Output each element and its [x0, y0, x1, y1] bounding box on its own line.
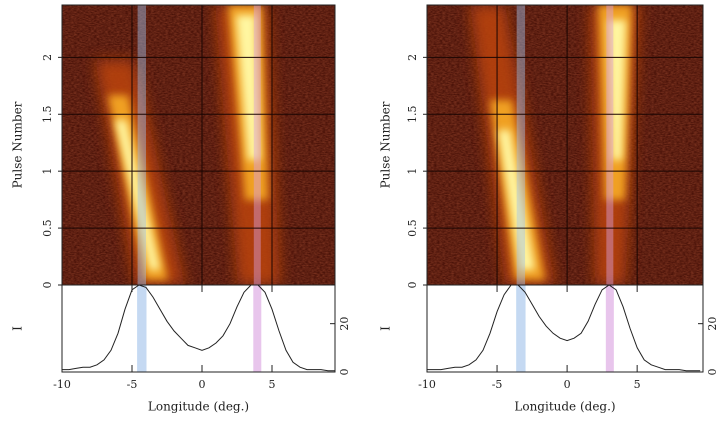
- y-tick-label: 1: [41, 168, 54, 175]
- highlight-band: [516, 284, 526, 373]
- pulse-stack-image: [62, 5, 335, 285]
- y-tick-label: 0: [41, 282, 54, 289]
- y-tick-label: 0: [338, 369, 351, 376]
- highlight-band: [516, 5, 526, 285]
- y-tick-label: 1.5: [41, 106, 54, 124]
- y-axis-label: Pulse Number: [379, 101, 393, 188]
- plot-frame: [61, 284, 336, 373]
- y-tick-label: 2: [41, 54, 54, 61]
- highlight-band: [137, 284, 147, 373]
- x-axis-label: Longitude (deg.): [148, 400, 249, 414]
- x-tick-label: -10: [418, 378, 436, 391]
- y-axis-label: I: [11, 326, 25, 331]
- y-tick-label: 1.5: [406, 106, 419, 124]
- x-tick-label: -10: [53, 378, 71, 391]
- x-tick-label: -5: [127, 378, 138, 391]
- highlight-band: [137, 5, 146, 285]
- x-axis-label: Longitude (deg.): [514, 400, 615, 414]
- y-tick-label: 0.5: [406, 219, 419, 237]
- y-tick-label: 2: [406, 54, 419, 61]
- x-tick-label: 5: [634, 378, 641, 391]
- highlight-band: [606, 5, 614, 285]
- x-tick-label: 5: [269, 378, 276, 391]
- y-tick-label: 20: [706, 317, 719, 331]
- y-axis-label: I: [379, 326, 393, 331]
- y-tick-label: 0.5: [41, 219, 54, 237]
- highlight-band: [253, 284, 262, 373]
- y-tick-label: 20: [338, 317, 351, 331]
- plot-frame: [426, 284, 704, 373]
- y-tick-label: 0: [406, 282, 419, 289]
- x-tick-label: -5: [492, 378, 503, 391]
- highlight-band: [605, 284, 614, 373]
- y-axis-label: Pulse Number: [11, 101, 25, 188]
- y-tick-label: 1: [406, 168, 419, 175]
- pulse-stack-image: [427, 5, 703, 285]
- x-tick-label: 0: [564, 378, 571, 391]
- profile-line: [427, 284, 701, 372]
- y-tick-label: 0: [706, 369, 719, 376]
- highlight-band: [253, 5, 261, 285]
- profile-line: [62, 284, 335, 372]
- x-tick-label: 0: [199, 378, 206, 391]
